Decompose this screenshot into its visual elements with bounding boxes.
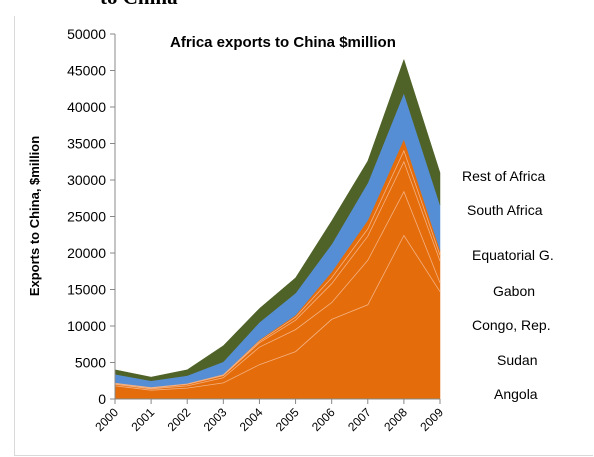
chart-title: Africa exports to China $million — [170, 34, 396, 51]
y-tick-label: 45000 — [67, 63, 106, 79]
y-tick-label: 5000 — [75, 355, 106, 371]
legend: Angola Sudan Congo, Rep. Gabon Equatorial G.… — [462, 168, 554, 402]
legend-label-rest-of-africa: Rest of Africa — [462, 168, 545, 184]
legend-label-congo-rep: Congo, Rep. — [472, 317, 551, 333]
area-rest-of-africa — [114, 58, 441, 382]
x-tick-label: 2003 — [201, 405, 230, 434]
boundary-line — [114, 234, 441, 391]
y-tick-label: 20000 — [67, 245, 106, 261]
axes — [110, 33, 441, 404]
series-areas — [114, 58, 441, 400]
y-tick-label: 35000 — [67, 136, 106, 152]
x-tick-label: 2005 — [273, 405, 302, 434]
y-axis-label: Exports to China, $million — [27, 136, 42, 296]
y-tick-label: 25000 — [67, 209, 106, 225]
x-tick-label: 2001 — [128, 405, 157, 434]
boundary-line — [114, 149, 441, 389]
y-tick-label: 40000 — [67, 99, 106, 115]
boundary-line — [114, 190, 441, 390]
y-tick-label: 0 — [98, 391, 106, 407]
x-tick-label: 2000 — [92, 405, 121, 434]
legend-label-gabon: Gabon — [493, 283, 535, 299]
legend-label-south-africa: South Africa — [467, 202, 543, 218]
chart-frame — [14, 16, 593, 456]
legend-label-angola: Angola — [494, 386, 538, 402]
x-tick-label: 2004 — [237, 405, 266, 434]
x-tick-label: 2008 — [381, 405, 410, 434]
legend-label-equatorial-g: Equatorial G. — [472, 247, 554, 263]
legend-label-sudan: Sudan — [497, 352, 537, 368]
y-tick-label: 50000 — [67, 26, 106, 42]
x-tick-label: 2009 — [417, 405, 446, 434]
y-tick-label: 30000 — [67, 172, 106, 188]
x-tick-label: 2007 — [345, 405, 374, 434]
y-tick-label: 15000 — [67, 282, 106, 298]
x-tick-label: 2002 — [165, 405, 194, 434]
page-header-fragment: to China — [100, 0, 178, 10]
y-tick-label: 10000 — [67, 318, 106, 334]
x-tick-label: 2006 — [309, 405, 338, 434]
